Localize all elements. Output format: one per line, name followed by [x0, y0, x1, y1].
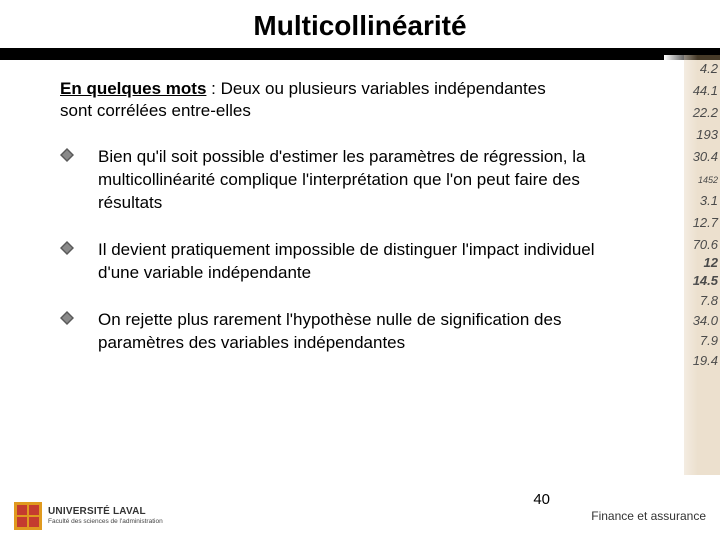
content-area: En quelques mots : Deux ou plusieurs var… [0, 60, 720, 355]
bullet-text: Bien qu'il soit possible d'estimer les p… [98, 146, 620, 215]
diamond-bullet-icon [60, 148, 74, 162]
diamond-bullet-icon [60, 241, 74, 255]
ulaval-shield-icon [14, 502, 42, 530]
footer: UNIVERSITÉ LAVAL Faculté des sciences de… [0, 492, 720, 540]
title-area: Multicollinéarité [0, 0, 720, 48]
university-name: UNIVERSITÉ LAVAL [48, 507, 163, 517]
university-logo: UNIVERSITÉ LAVAL Faculté des sciences de… [14, 502, 163, 530]
list-item: Il devient pratiquement impossible de di… [60, 239, 620, 285]
faculty-name: Faculté des sciences de l'administration [48, 519, 163, 526]
title-divider [0, 48, 720, 60]
department-label: Finance et assurance [591, 509, 706, 523]
bullet-list: Bien qu'il soit possible d'estimer les p… [60, 146, 670, 355]
list-item: On rejette plus rarement l'hypothèse nul… [60, 309, 620, 355]
intro-paragraph: En quelques mots : Deux ou plusieurs var… [60, 78, 580, 122]
deco-number: 19.4 [693, 353, 718, 368]
diamond-bullet-icon [60, 311, 74, 325]
slide-title: Multicollinéarité [0, 10, 720, 42]
bullet-text: Il devient pratiquement impossible de di… [98, 239, 620, 285]
list-item: Bien qu'il soit possible d'estimer les p… [60, 146, 620, 215]
intro-lead: En quelques mots [60, 79, 206, 98]
university-text: UNIVERSITÉ LAVAL Faculté des sciences de… [48, 507, 163, 526]
slide: Multicollinéarité En quelques mots : Deu… [0, 0, 720, 540]
bullet-text: On rejette plus rarement l'hypothèse nul… [98, 309, 620, 355]
